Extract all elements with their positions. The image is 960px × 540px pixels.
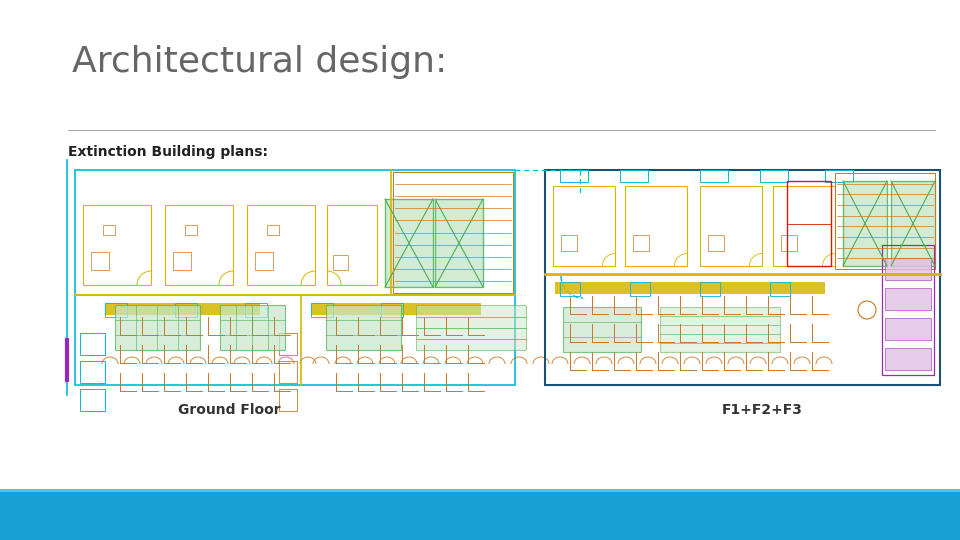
Bar <box>885 318 931 340</box>
Bar <box>885 258 931 280</box>
Bar <box>885 288 931 310</box>
Bar <box>885 348 931 370</box>
Bar <box>843 181 887 266</box>
Text: Extinction Building plans:: Extinction Building plans: <box>68 145 268 159</box>
Bar <box>83 205 151 285</box>
Bar <box>882 245 934 375</box>
Bar <box>165 205 233 285</box>
Bar <box>561 235 577 251</box>
Bar <box>708 235 724 251</box>
Bar <box>787 181 831 266</box>
Bar <box>435 199 483 287</box>
Bar <box>75 170 515 385</box>
Bar <box>267 225 279 235</box>
Bar <box>255 252 273 270</box>
Bar <box>630 282 650 296</box>
Bar <box>660 307 780 352</box>
Bar <box>385 199 433 287</box>
Bar <box>773 186 835 266</box>
Bar <box>560 282 580 296</box>
Bar <box>279 389 297 411</box>
Bar <box>770 282 790 296</box>
Bar <box>891 181 935 266</box>
Bar <box>175 303 197 317</box>
Bar <box>311 303 481 315</box>
Bar <box>545 170 940 385</box>
Bar <box>563 307 641 352</box>
Bar <box>620 170 648 182</box>
Bar <box>393 172 513 293</box>
Bar <box>781 235 797 251</box>
Bar <box>555 282 825 294</box>
Bar <box>835 173 935 269</box>
Bar <box>700 282 720 296</box>
Text: F1+F2+F3: F1+F2+F3 <box>722 403 803 417</box>
Bar <box>247 205 315 285</box>
Bar <box>173 252 191 270</box>
Bar <box>115 305 200 350</box>
Bar <box>327 205 377 285</box>
Bar <box>311 303 333 317</box>
Bar <box>700 186 762 266</box>
Bar <box>416 305 526 350</box>
Bar <box>103 225 115 235</box>
Bar <box>560 170 588 182</box>
Bar <box>0 492 960 540</box>
Bar <box>700 170 728 182</box>
Bar <box>279 333 297 355</box>
Bar <box>381 303 403 317</box>
Bar <box>80 333 105 355</box>
Bar <box>760 170 788 182</box>
Bar <box>105 303 260 315</box>
Bar <box>553 186 615 266</box>
Bar <box>80 361 105 383</box>
Bar <box>220 305 285 350</box>
Bar <box>80 389 105 411</box>
Bar <box>326 305 401 350</box>
Bar <box>625 186 687 266</box>
Bar <box>279 361 297 383</box>
Bar <box>91 252 109 270</box>
Bar <box>245 303 267 317</box>
Text: Ground Floor: Ground Floor <box>178 403 280 417</box>
Bar <box>333 255 348 270</box>
Bar <box>0 489 960 492</box>
Bar <box>633 235 649 251</box>
Bar <box>105 303 127 317</box>
Bar <box>185 225 197 235</box>
Bar <box>825 170 853 182</box>
Text: Architectural design:: Architectural design: <box>72 45 447 79</box>
